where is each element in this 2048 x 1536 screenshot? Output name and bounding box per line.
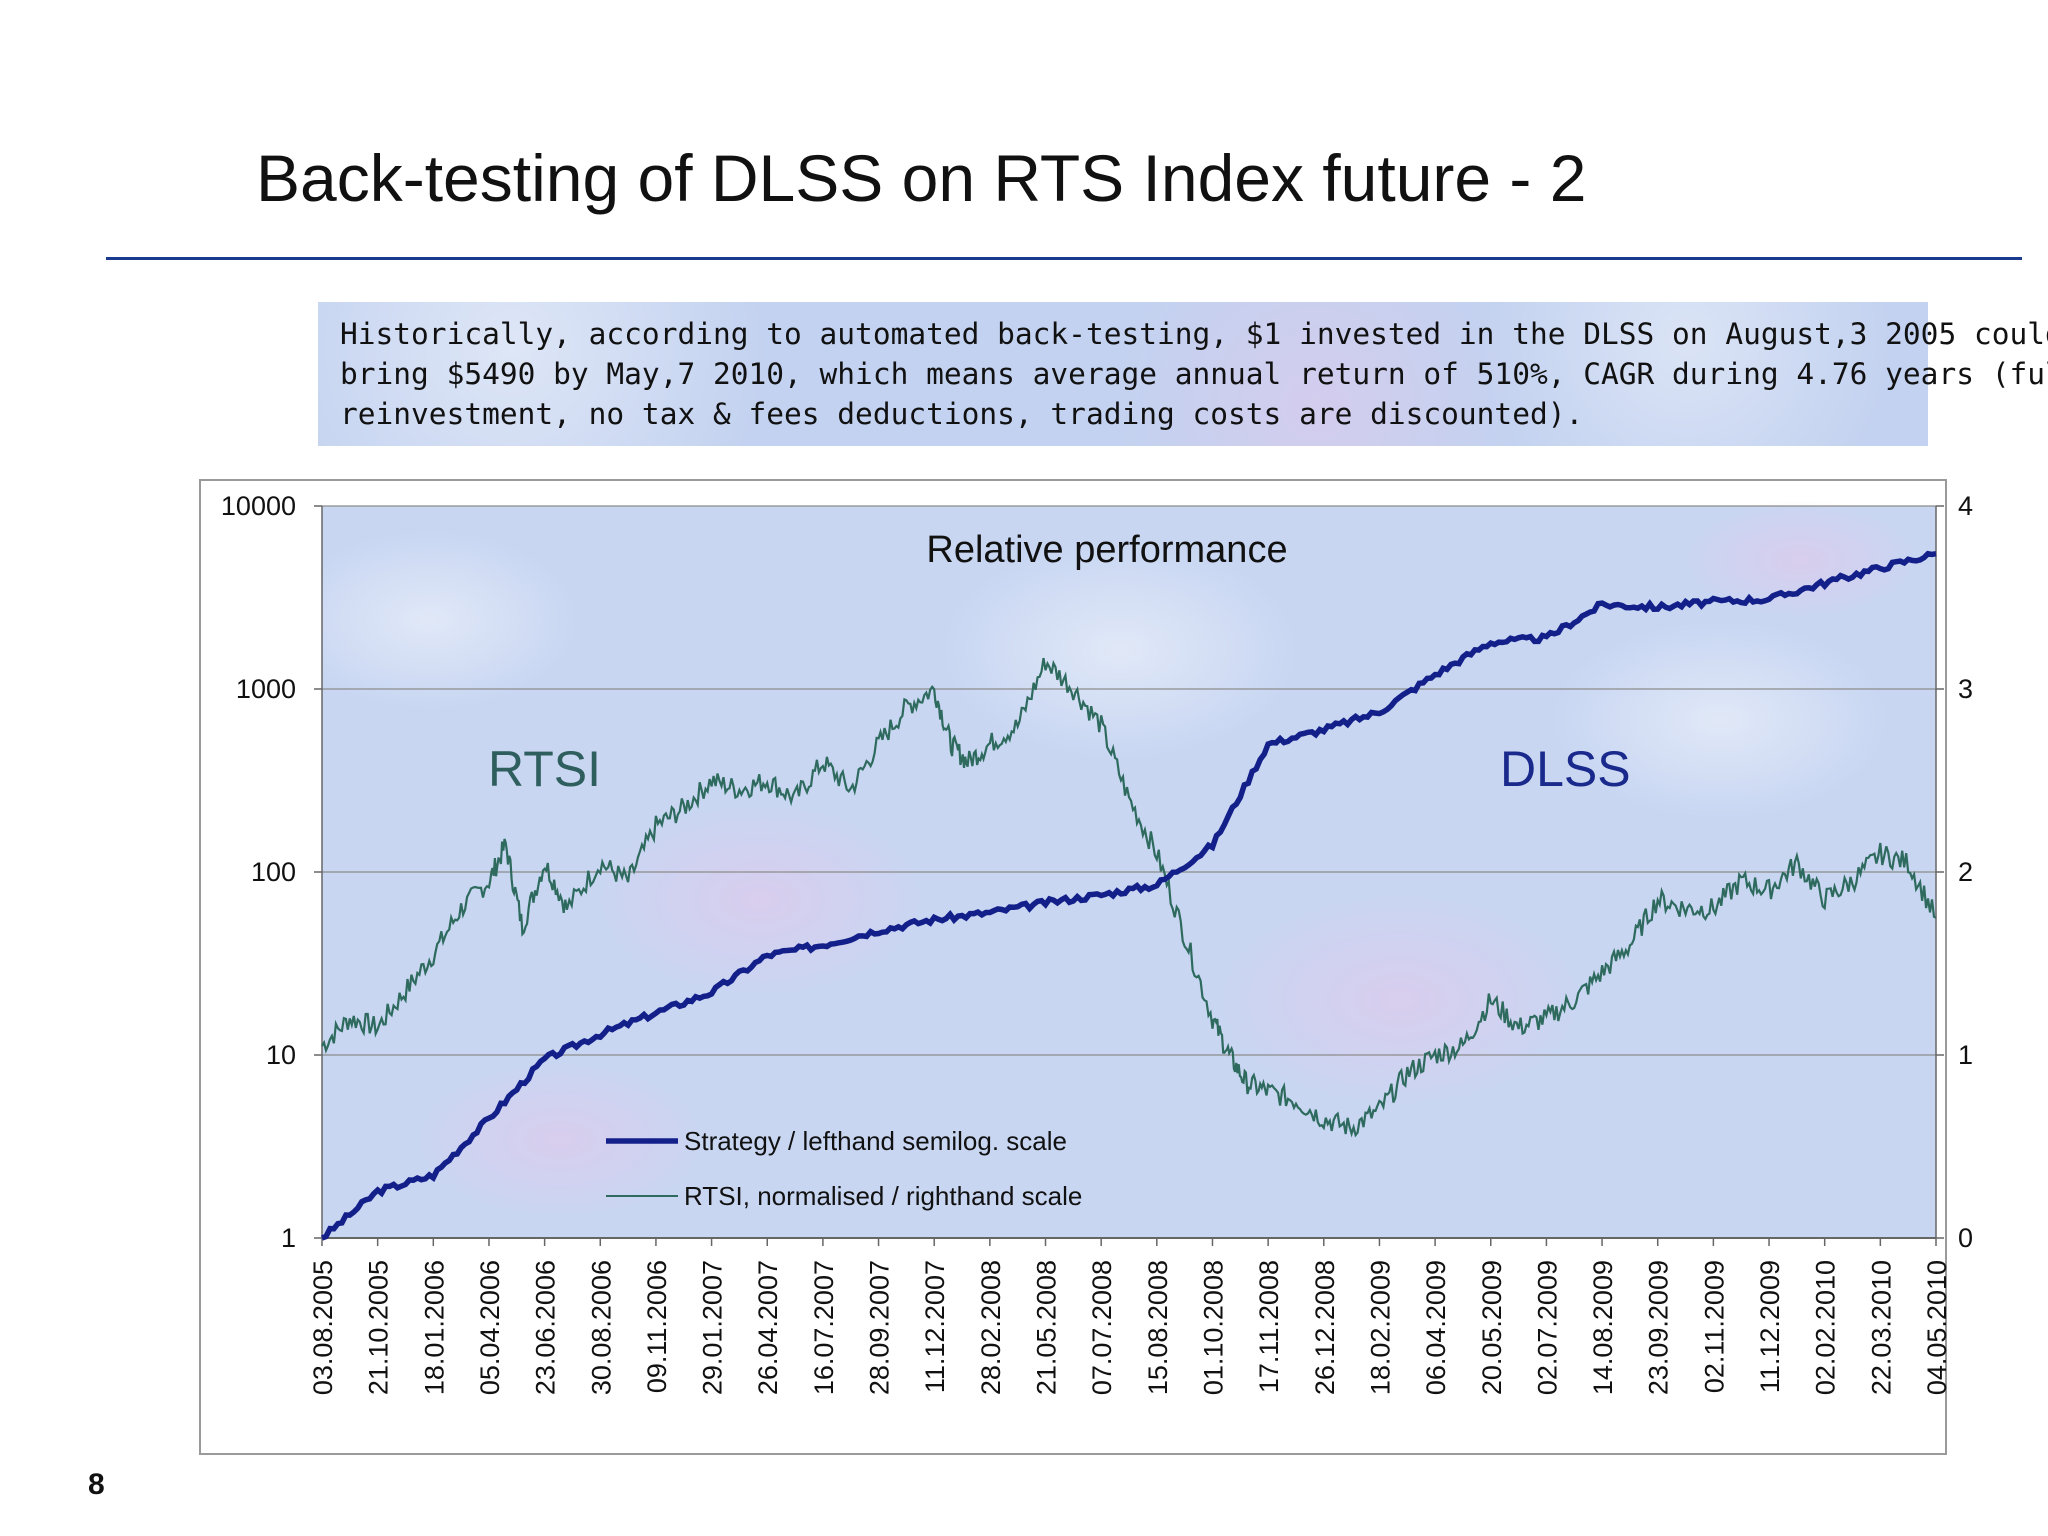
x-tick-label: 03.08.2005: [308, 1260, 338, 1395]
page-number: 8: [88, 1468, 105, 1501]
x-tick-label: 30.08.2006: [586, 1260, 616, 1395]
x-tick-label: 11.12.2007: [920, 1260, 950, 1393]
x-tick-label: 18.02.2009: [1365, 1260, 1395, 1395]
x-tick-label: 14.08.2009: [1588, 1260, 1618, 1395]
rtsi-series-line: [321, 657, 1937, 1138]
x-tick-label: 04.05.2010: [1922, 1260, 1952, 1395]
x-tick-label: 15.08.2008: [1143, 1260, 1173, 1395]
x-tick-label: 06.04.2009: [1421, 1260, 1451, 1395]
x-tick-label: 01.10.2008: [1198, 1260, 1228, 1395]
plot-area: [280, 500, 1936, 1238]
x-tick-label: 23.09.2009: [1644, 1260, 1674, 1395]
legend-label-strategy: Strategy / lefthand semilog. scale: [684, 1126, 1067, 1156]
summary-line: reinvestment, no tax & fees deductions, …: [340, 397, 1584, 431]
chart-title: Relative performance: [926, 529, 1287, 571]
annotation-rtsi: RTSI: [488, 741, 601, 797]
x-tick-label: 17.11.2008: [1254, 1260, 1284, 1393]
y-left-tick-label: 1000: [236, 674, 296, 704]
y-left-tick-label: 10000: [221, 491, 296, 521]
summary-line: bring $5490 by May,7 2010, which means a…: [340, 357, 2048, 391]
y-right-tick-label: 0: [1958, 1223, 1973, 1253]
x-tick-label: 20.05.2009: [1477, 1260, 1507, 1395]
x-tick-label: 22.03.2010: [1866, 1260, 1896, 1395]
x-tick-label: 07.07.2008: [1087, 1260, 1117, 1395]
x-tick-label: 02.07.2009: [1532, 1260, 1562, 1395]
x-tick-label: 28.09.2007: [865, 1260, 895, 1395]
x-tick-label: 29.01.2007: [698, 1260, 728, 1395]
x-tick-label: 11.12.2009: [1755, 1260, 1785, 1393]
chart-legend: Strategy / lefthand semilog. scale RTSI,…: [606, 1126, 1082, 1211]
y-left-tick-label: 100: [251, 857, 296, 887]
annotation-dlss: DLSS: [1500, 741, 1631, 797]
x-tick-label: 26.12.2008: [1310, 1260, 1340, 1395]
x-tick-label: 18.01.2006: [419, 1260, 449, 1395]
y-right-tick-label: 3: [1958, 674, 1973, 704]
y-right-tick-label: 4: [1958, 491, 1973, 521]
x-tick-label: 02.02.2010: [1811, 1260, 1841, 1395]
x-tick-label: 09.11.2006: [642, 1260, 672, 1393]
x-tick-label: 16.07.2007: [809, 1260, 839, 1395]
y-left-tick-label: 10: [266, 1040, 296, 1070]
slide-title: Back-testing of DLSS on RTS Index future…: [256, 141, 1587, 215]
y-right-tick-label: 1: [1958, 1040, 1973, 1070]
summary-textbox: Historically, according to automated bac…: [318, 302, 2048, 446]
y-right-tick-label: 2: [1958, 857, 1973, 887]
x-tick-label: 23.06.2006: [531, 1260, 561, 1395]
x-tick-label: 21.05.2008: [1032, 1260, 1062, 1395]
x-tick-label: 26.04.2007: [753, 1260, 783, 1395]
legend-label-rtsi: RTSI, normalised / righthand scale: [684, 1181, 1082, 1211]
x-tick-label: 05.04.2006: [475, 1260, 505, 1395]
strategy-series-line: [321, 550, 1937, 1241]
y-left-tick-label: 1: [281, 1223, 296, 1253]
x-tick-label: 02.11.2009: [1699, 1260, 1729, 1393]
x-tick-label: 21.10.2005: [364, 1260, 394, 1395]
summary-line: Historically, according to automated bac…: [340, 317, 2048, 351]
title-divider: [106, 257, 2022, 260]
x-tick-label: 28.02.2008: [976, 1260, 1006, 1395]
